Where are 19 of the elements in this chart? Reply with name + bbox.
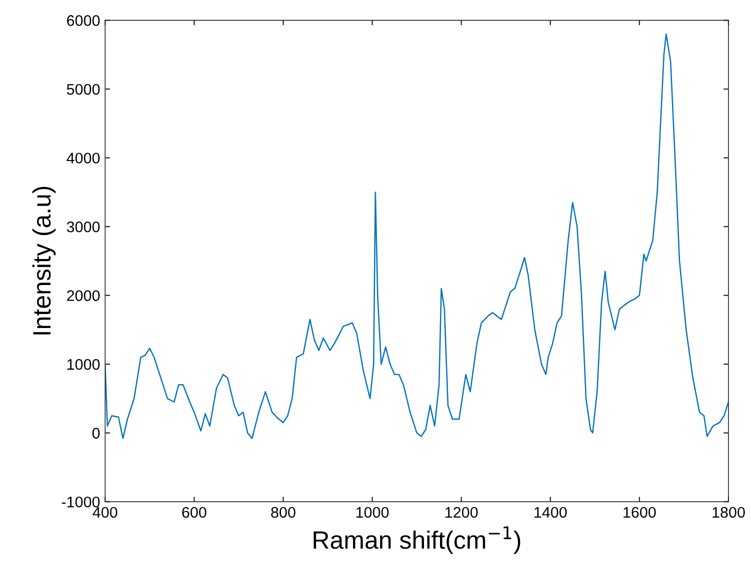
x-tick-label: 600 [182, 506, 206, 518]
y-tick-label: 1000 [67, 359, 100, 370]
y-tick-label: -1000 [62, 496, 100, 508]
x-axis-title: Raman shift(cm$^{−1}$) [314, 526, 520, 554]
x-tick-label: 400 [92, 506, 118, 518]
x-tick-label: 800 [271, 506, 296, 518]
x-tick-label: 1400 [534, 506, 567, 518]
x-tick-label: 1800 [712, 506, 745, 518]
y-tick-label: 5000 [66, 84, 100, 95]
y-tick-label: 0 [92, 428, 100, 439]
y-tick-label: 4000 [66, 152, 100, 164]
y-axis-title: Intensity (a.u) [32, 186, 56, 334]
y-tick-label: 6000 [67, 15, 100, 26]
x-tick-label: 1200 [446, 506, 478, 518]
line-series [105, 33, 728, 440]
x-tick-label: 1000 [356, 506, 389, 518]
x-tick-label: 1600 [624, 506, 656, 518]
y-tick-label: 3000 [66, 221, 100, 232]
y-tick-label: 2000 [67, 290, 100, 302]
